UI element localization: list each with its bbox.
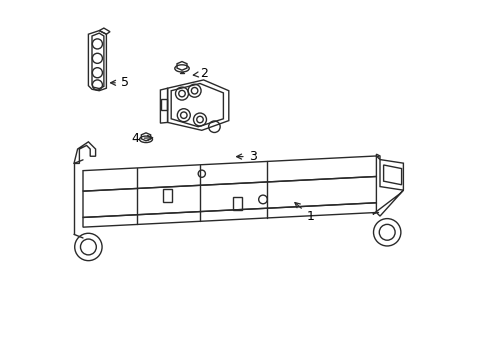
Text: 4: 4 (131, 132, 152, 145)
Text: 3: 3 (237, 150, 256, 163)
Bar (161, 99, 167, 110)
Text: 5: 5 (111, 76, 129, 89)
Text: 2: 2 (194, 67, 208, 80)
Text: 1: 1 (295, 203, 314, 222)
Bar (163, 189, 172, 202)
Bar (233, 197, 242, 210)
